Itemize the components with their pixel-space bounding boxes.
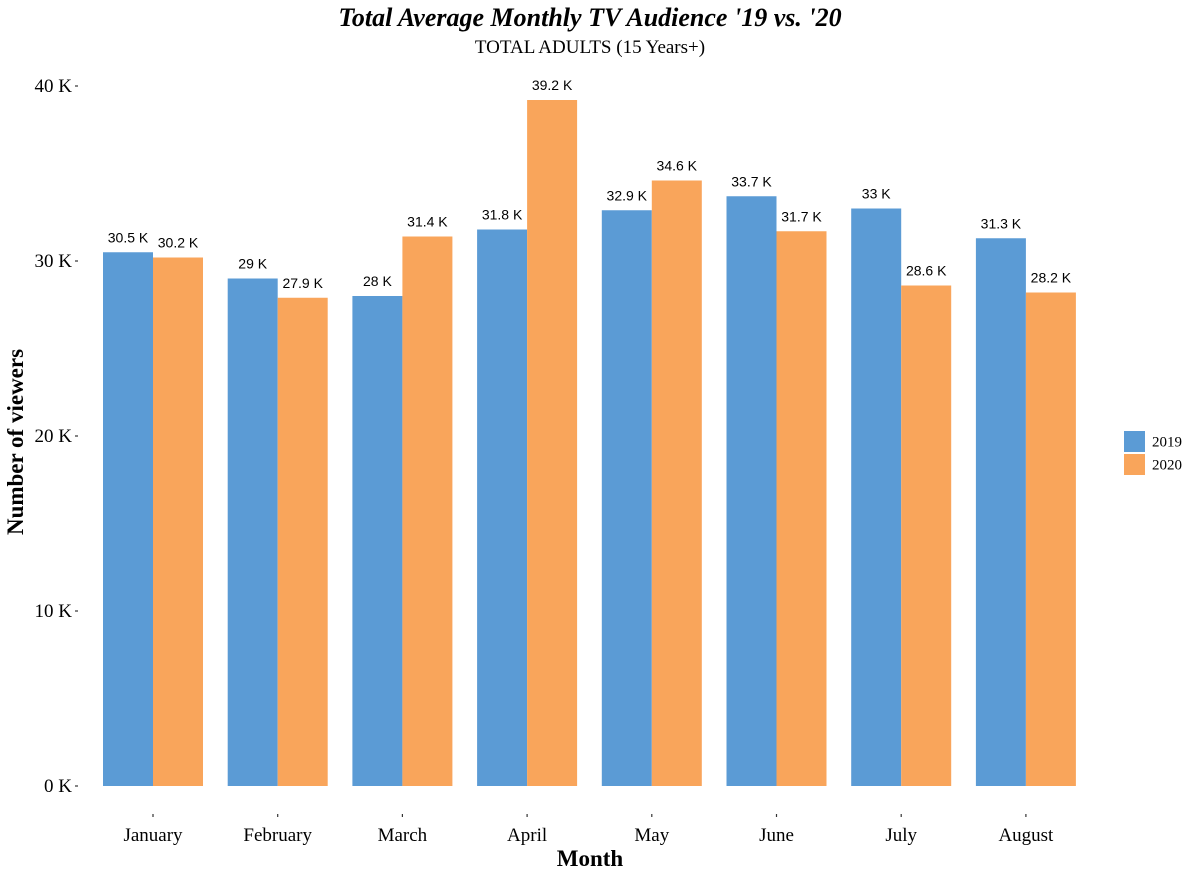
data-label: 33.7 K — [731, 173, 772, 189]
y-tick-label: 20 K — [35, 426, 73, 447]
x-tick-label: March — [378, 825, 428, 846]
data-label: 30.2 K — [158, 235, 199, 251]
chart-title: Total Average Monthly TV Audience '19 vs… — [338, 3, 841, 32]
bar-2019-july — [851, 208, 902, 786]
data-labels: 30.5 K 30.2 K 29 K 27.9 K 28 K 31.4 K 31.8 K 39… — [108, 77, 1072, 291]
y-axis-title: Number of viewers — [3, 349, 28, 535]
data-label: 28.6 K — [906, 263, 947, 279]
y-axis: 0 K 10 K 20 K 30 K 40 K — [35, 76, 78, 797]
x-tick-label: July — [885, 825, 917, 846]
data-label: 31.3 K — [981, 215, 1022, 231]
x-axis: January February March April May June July Augu… — [123, 814, 1054, 846]
bar-2020-may — [651, 180, 702, 786]
bar-2019-january — [103, 252, 153, 786]
bar-2019-august — [975, 238, 1026, 786]
bar-2020-april — [527, 100, 578, 786]
data-label: 39.2 K — [532, 77, 573, 93]
data-label: 31.7 K — [781, 208, 822, 224]
x-tick-label: August — [998, 825, 1054, 846]
bar-2019-march — [352, 296, 403, 786]
bar-2020-february — [277, 297, 328, 786]
chart-subtitle: TOTAL ADULTS (15 Years+) — [475, 37, 705, 58]
x-tick-label: January — [123, 825, 183, 846]
x-tick-label: May — [634, 825, 669, 846]
data-label: 28 K — [363, 273, 392, 289]
data-label: 28.2 K — [1031, 270, 1072, 286]
data-label: 33 K — [862, 186, 891, 202]
y-tick-label: 40 K — [35, 76, 73, 97]
bars — [103, 100, 1076, 786]
x-tick-label: June — [759, 825, 794, 846]
legend-label: 2020 — [1152, 458, 1182, 474]
y-tick-label: 10 K — [35, 601, 73, 622]
bar-2020-june — [776, 231, 827, 786]
bar-2019-may — [601, 210, 652, 786]
bar-2019-february — [227, 278, 278, 786]
legend: 2019 2020 — [1124, 431, 1182, 475]
y-tick-label: 0 K — [44, 776, 72, 797]
bar-2020-january — [153, 257, 203, 786]
data-label: 30.5 K — [108, 229, 149, 245]
legend-label: 2019 — [1152, 435, 1182, 451]
x-tick-label: February — [243, 825, 312, 846]
data-label: 31.4 K — [407, 214, 448, 230]
bar-2019-june — [726, 196, 777, 786]
data-label: 27.9 K — [282, 275, 323, 291]
legend-swatch-2019 — [1124, 431, 1145, 452]
y-tick-label: 30 K — [35, 251, 73, 272]
data-label: 32.9 K — [607, 187, 648, 203]
data-label: 34.6 K — [657, 158, 698, 174]
legend-swatch-2020 — [1124, 454, 1145, 475]
bar-2019-april — [477, 229, 528, 786]
x-tick-label: April — [507, 825, 547, 846]
bar-2020-august — [1025, 292, 1076, 786]
data-label: 29 K — [238, 256, 267, 272]
x-axis-title: Month — [557, 846, 624, 871]
bar-2020-march — [402, 236, 453, 786]
data-label: 31.8 K — [482, 207, 523, 223]
bar-2020-july — [901, 285, 952, 786]
